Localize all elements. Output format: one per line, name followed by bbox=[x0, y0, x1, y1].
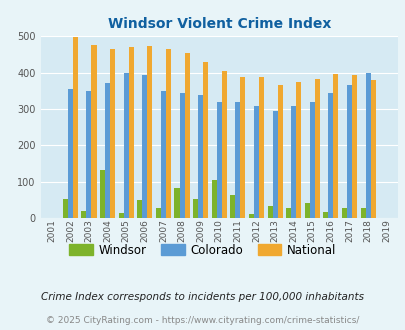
Bar bbox=[370, 80, 375, 218]
Bar bbox=[286, 208, 290, 218]
Bar bbox=[235, 102, 240, 218]
Bar bbox=[253, 106, 258, 218]
Bar bbox=[160, 91, 166, 218]
Bar bbox=[68, 89, 73, 218]
Bar bbox=[174, 188, 179, 218]
Bar bbox=[184, 53, 189, 218]
Bar bbox=[240, 77, 245, 218]
Bar bbox=[351, 75, 356, 218]
Bar bbox=[230, 195, 235, 218]
Bar bbox=[296, 82, 301, 218]
Bar bbox=[277, 85, 282, 218]
Bar bbox=[333, 74, 338, 218]
Bar bbox=[137, 200, 142, 218]
Bar bbox=[258, 77, 263, 218]
Text: © 2025 CityRating.com - https://www.cityrating.com/crime-statistics/: © 2025 CityRating.com - https://www.city… bbox=[46, 316, 359, 325]
Bar bbox=[179, 92, 184, 218]
Legend: Windsor, Colorado, National: Windsor, Colorado, National bbox=[65, 239, 340, 261]
Bar bbox=[364, 73, 370, 218]
Bar bbox=[110, 50, 115, 218]
Bar bbox=[118, 213, 124, 218]
Bar bbox=[198, 95, 202, 218]
Bar bbox=[142, 75, 147, 218]
Bar bbox=[360, 208, 364, 218]
Bar bbox=[63, 199, 68, 218]
Bar bbox=[346, 85, 351, 218]
Bar bbox=[166, 49, 171, 218]
Bar bbox=[341, 208, 346, 218]
Bar bbox=[248, 214, 253, 218]
Bar bbox=[328, 93, 333, 218]
Bar bbox=[86, 91, 91, 218]
Bar bbox=[267, 206, 272, 218]
Bar bbox=[211, 181, 216, 218]
Bar bbox=[156, 208, 160, 218]
Bar bbox=[128, 47, 133, 218]
Bar bbox=[73, 37, 78, 218]
Bar bbox=[81, 211, 86, 218]
Bar bbox=[221, 71, 226, 218]
Bar bbox=[272, 111, 277, 218]
Bar bbox=[309, 102, 314, 218]
Bar bbox=[290, 106, 296, 218]
Bar bbox=[304, 203, 309, 218]
Bar bbox=[216, 102, 221, 218]
Bar bbox=[124, 73, 128, 218]
Bar bbox=[105, 83, 110, 218]
Bar bbox=[100, 170, 105, 218]
Bar bbox=[322, 213, 328, 218]
Bar bbox=[193, 199, 198, 218]
Bar bbox=[314, 79, 319, 218]
Bar bbox=[91, 45, 96, 218]
Bar bbox=[202, 62, 208, 218]
Bar bbox=[147, 46, 152, 218]
Text: Crime Index corresponds to incidents per 100,000 inhabitants: Crime Index corresponds to incidents per… bbox=[41, 292, 364, 302]
Title: Windsor Violent Crime Index: Windsor Violent Crime Index bbox=[107, 17, 330, 31]
